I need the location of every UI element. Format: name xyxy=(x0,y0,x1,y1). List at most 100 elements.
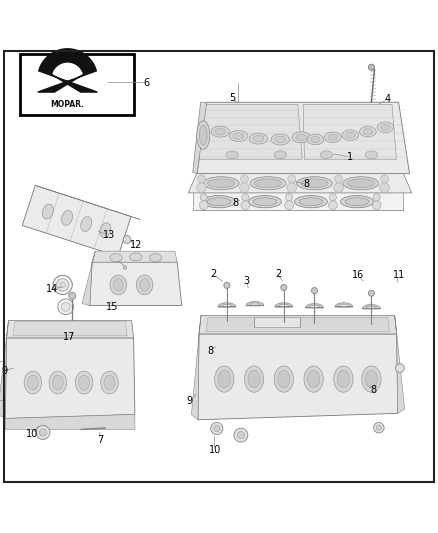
Polygon shape xyxy=(191,316,201,420)
Ellipse shape xyxy=(199,125,207,145)
Ellipse shape xyxy=(304,366,323,392)
Ellipse shape xyxy=(365,151,378,159)
Polygon shape xyxy=(188,172,412,193)
Ellipse shape xyxy=(363,128,373,135)
Polygon shape xyxy=(199,316,397,334)
Ellipse shape xyxy=(53,375,63,390)
Polygon shape xyxy=(82,251,95,305)
Polygon shape xyxy=(275,303,293,307)
Circle shape xyxy=(197,183,206,192)
Polygon shape xyxy=(5,415,135,430)
Ellipse shape xyxy=(362,366,381,392)
Ellipse shape xyxy=(249,196,281,208)
Circle shape xyxy=(368,64,374,70)
Ellipse shape xyxy=(140,279,149,291)
Ellipse shape xyxy=(100,223,111,238)
Polygon shape xyxy=(395,316,405,414)
Text: 16: 16 xyxy=(352,270,364,280)
Circle shape xyxy=(57,279,69,291)
Text: 5: 5 xyxy=(229,93,235,103)
Polygon shape xyxy=(306,304,323,308)
Polygon shape xyxy=(90,262,182,305)
Circle shape xyxy=(373,194,380,201)
Circle shape xyxy=(211,423,223,435)
Ellipse shape xyxy=(250,177,286,190)
Circle shape xyxy=(60,282,65,287)
Circle shape xyxy=(198,175,205,183)
Polygon shape xyxy=(22,185,131,256)
Text: 12: 12 xyxy=(130,240,142,251)
Polygon shape xyxy=(38,49,97,92)
Circle shape xyxy=(123,266,127,269)
Polygon shape xyxy=(218,303,236,307)
Ellipse shape xyxy=(345,198,369,206)
Ellipse shape xyxy=(278,370,290,388)
Ellipse shape xyxy=(244,366,264,392)
Polygon shape xyxy=(363,305,380,309)
Ellipse shape xyxy=(297,177,332,190)
Ellipse shape xyxy=(27,375,39,390)
Circle shape xyxy=(285,201,293,209)
Ellipse shape xyxy=(61,211,73,225)
Ellipse shape xyxy=(75,371,93,394)
Polygon shape xyxy=(206,317,390,332)
Ellipse shape xyxy=(271,134,290,145)
Ellipse shape xyxy=(215,366,234,392)
Text: 8: 8 xyxy=(232,198,238,208)
Circle shape xyxy=(242,194,249,201)
Circle shape xyxy=(53,275,72,295)
Circle shape xyxy=(381,175,389,183)
Circle shape xyxy=(311,287,318,294)
Circle shape xyxy=(214,425,220,432)
Ellipse shape xyxy=(79,375,89,390)
Circle shape xyxy=(240,175,248,183)
Ellipse shape xyxy=(301,179,328,188)
Ellipse shape xyxy=(296,134,307,141)
Ellipse shape xyxy=(218,370,230,388)
Ellipse shape xyxy=(42,204,53,219)
Ellipse shape xyxy=(299,198,323,206)
Ellipse shape xyxy=(343,177,379,190)
Ellipse shape xyxy=(307,134,324,145)
Circle shape xyxy=(286,194,293,201)
Ellipse shape xyxy=(101,371,118,394)
Text: 10: 10 xyxy=(26,429,38,439)
Circle shape xyxy=(224,282,230,288)
Text: MOPAR.: MOPAR. xyxy=(50,100,85,109)
Ellipse shape xyxy=(274,151,286,159)
Text: 13: 13 xyxy=(102,230,115,240)
Ellipse shape xyxy=(365,370,378,388)
Ellipse shape xyxy=(292,132,311,143)
Ellipse shape xyxy=(110,254,122,262)
Ellipse shape xyxy=(334,366,353,392)
Polygon shape xyxy=(246,302,264,305)
Circle shape xyxy=(368,290,374,296)
Circle shape xyxy=(334,183,343,192)
Polygon shape xyxy=(7,320,134,338)
Ellipse shape xyxy=(254,179,282,188)
Ellipse shape xyxy=(347,179,374,188)
Circle shape xyxy=(288,175,296,183)
Text: 3: 3 xyxy=(244,276,250,286)
Circle shape xyxy=(61,302,70,311)
Circle shape xyxy=(123,236,131,244)
Circle shape xyxy=(328,201,337,209)
Ellipse shape xyxy=(328,134,338,140)
Ellipse shape xyxy=(203,177,239,190)
Text: 10: 10 xyxy=(208,445,221,455)
Ellipse shape xyxy=(226,151,238,159)
Ellipse shape xyxy=(202,196,236,208)
Text: 1: 1 xyxy=(347,152,353,162)
Ellipse shape xyxy=(337,370,350,388)
Text: 4: 4 xyxy=(385,94,391,104)
Circle shape xyxy=(281,285,287,290)
Polygon shape xyxy=(92,251,177,262)
Ellipse shape xyxy=(233,133,244,139)
Text: 9: 9 xyxy=(186,397,192,406)
Polygon shape xyxy=(193,102,207,174)
Circle shape xyxy=(287,183,297,192)
Polygon shape xyxy=(0,320,8,418)
Ellipse shape xyxy=(249,133,268,144)
Polygon shape xyxy=(5,338,135,418)
Text: 15: 15 xyxy=(106,302,118,312)
